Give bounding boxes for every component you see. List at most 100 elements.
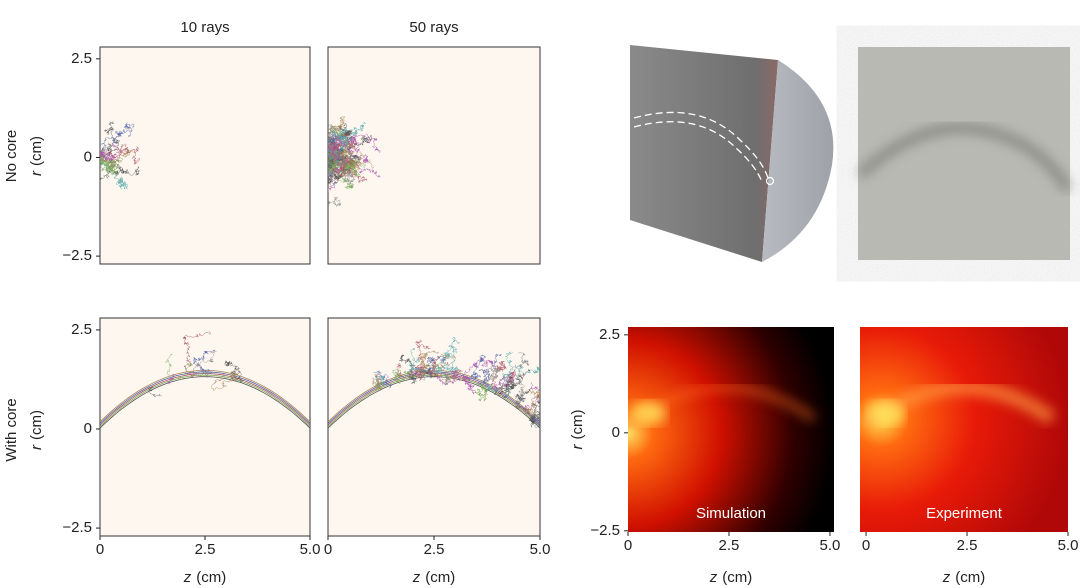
ray-path [328, 156, 367, 177]
x-tick-label: 2.5 [424, 541, 445, 558]
ray-path [477, 353, 502, 388]
ray-path [399, 354, 418, 384]
column-title: 50 rays [409, 19, 458, 36]
intensity-image [628, 327, 834, 532]
ray-path [328, 134, 337, 153]
x-tick-label: 5.0 [530, 541, 551, 558]
x-axis-label: z (cm) [942, 569, 986, 586]
x-tick-label: 0 [624, 537, 632, 554]
axis-unit: (cm) [569, 410, 586, 440]
axis-symbol: r [28, 170, 45, 176]
ray-path [100, 143, 140, 165]
ray-path [482, 366, 501, 385]
axis-unit: (cm) [196, 569, 226, 586]
ray-path [381, 377, 393, 389]
intensity-image [860, 327, 1068, 532]
ray-path [433, 369, 462, 386]
ray-path [309, 424, 310, 426]
ray-path [328, 158, 335, 191]
ray-path [440, 360, 455, 386]
x-axis-label: z (cm) [412, 569, 456, 586]
panel-bg [99, 317, 311, 537]
ray-path [372, 377, 382, 392]
ray-path [100, 142, 121, 170]
y-tick-label: −2.5 [62, 247, 92, 264]
x-tick-label: 2.5 [957, 537, 978, 554]
ray-path [515, 388, 531, 411]
ray-path [513, 373, 527, 406]
ray-path [524, 388, 540, 417]
ray-path [461, 358, 495, 380]
y-tick-label: 2.5 [71, 321, 92, 338]
axis-symbol: z [942, 569, 951, 586]
ray-path [100, 160, 129, 190]
ray-path [100, 122, 135, 159]
ray-path [100, 142, 116, 160]
ray-path [165, 353, 174, 379]
beam-spot [630, 401, 667, 426]
y-tick-label: 0 [84, 420, 92, 437]
ray-path [486, 351, 514, 393]
ray-path [461, 375, 476, 395]
y-tick-label: 0 [612, 424, 620, 441]
axis-unit: (cm) [28, 136, 45, 166]
axis-unit: (cm) [28, 410, 45, 440]
axis-symbol: r [569, 444, 586, 450]
x-axis-label: z (cm) [183, 569, 227, 586]
rays [100, 120, 140, 190]
ray-path [418, 350, 440, 376]
ray-path [328, 133, 381, 163]
y-axis-label: r (cm) [569, 410, 586, 450]
ray-path [328, 136, 371, 164]
x-tick-label: 5.0 [300, 541, 321, 558]
panel-bg [99, 46, 311, 265]
ray-path [407, 368, 420, 380]
core-ray [100, 376, 310, 429]
y-tick-label: 2.5 [599, 326, 620, 343]
y-tick-label: 2.5 [71, 50, 92, 67]
x-axis-label: z (cm) [709, 569, 753, 586]
rays [328, 336, 540, 429]
beam-spot [868, 401, 905, 426]
x-tick-label: 2.5 [195, 541, 216, 558]
ray-path [474, 381, 491, 402]
row-axis-label: r (cm) [28, 136, 45, 176]
x-tick-label: 0 [862, 537, 870, 554]
panel-bg [327, 46, 541, 265]
map-label: Simulation [696, 505, 766, 522]
ray-path [100, 156, 140, 181]
x-tick-label: 2.5 [719, 537, 740, 554]
rays [328, 115, 381, 207]
ray-path [191, 349, 217, 378]
x-tick-label: 5.0 [1058, 537, 1079, 554]
axis-unit: (cm) [722, 569, 752, 586]
ray-path [375, 381, 385, 391]
ray-path [487, 371, 515, 391]
ray-path [526, 411, 540, 429]
ray-path [100, 148, 132, 172]
ray-path [167, 373, 175, 385]
row-label: No core [3, 130, 20, 183]
ray-path [182, 331, 212, 378]
y-tick-label: 0 [84, 148, 92, 165]
ray-path [192, 349, 216, 375]
axis-symbol: z [709, 569, 718, 586]
x-tick-label: 0 [96, 541, 104, 558]
row-axis-label: r (cm) [28, 410, 45, 450]
glow [628, 384, 816, 427]
rays [100, 331, 310, 429]
axis-unit: (cm) [425, 569, 455, 586]
y-tick-label: −2.5 [590, 522, 620, 539]
axis-unit: (cm) [955, 569, 985, 586]
ray-path [177, 362, 192, 379]
ray-path [392, 368, 403, 381]
ray-path [328, 161, 342, 207]
ray-path [224, 360, 244, 383]
axis-symbol: z [412, 569, 421, 586]
panel-bg [327, 317, 541, 537]
sample-photo [856, 47, 1072, 260]
axis-symbol: z [183, 569, 192, 586]
ray-path [147, 386, 162, 398]
core-ray [100, 374, 310, 427]
